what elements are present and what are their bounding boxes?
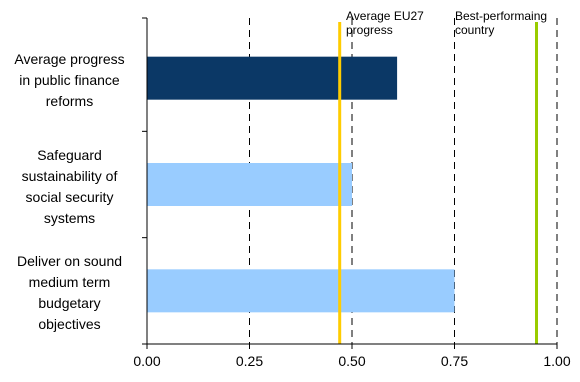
category-label-1: Safeguard sustainability of social securit… [2, 145, 137, 229]
bar-1 [147, 163, 352, 206]
bar-2 [147, 269, 455, 313]
x-tick-label-4: 1.00 [543, 353, 570, 369]
category-label-line: Deliver on sound [16, 252, 123, 269]
bar-0 [147, 56, 398, 100]
ref-label-eu27: Average EU27 progress [346, 9, 424, 37]
category-label-line: social security [25, 188, 114, 205]
x-tick-label-2: 0.50 [338, 353, 365, 369]
x-tick-label-0: 0.00 [133, 353, 160, 369]
x-tick-label-1: 0.25 [236, 353, 263, 369]
category-label-line: in public finance [19, 71, 120, 88]
ref-label-best: Best-performaing country [455, 9, 548, 37]
category-label-line: Average progress [14, 50, 125, 67]
category-label-line: sustainability of [21, 167, 118, 184]
category-label-line: Safeguard [37, 146, 102, 163]
category-label-0: Average progress in public finance reforms [2, 49, 137, 112]
category-label-line: budgetary [38, 294, 101, 311]
category-label-line: objectives [38, 315, 101, 332]
category-label-line: medium term [28, 273, 111, 290]
category-label-line: reforms [45, 92, 94, 109]
x-tick-label-3: 0.75 [441, 353, 468, 369]
category-label-2: Deliver on sound medium term budgetary obje… [2, 251, 137, 335]
category-label-line: systems [43, 209, 96, 226]
